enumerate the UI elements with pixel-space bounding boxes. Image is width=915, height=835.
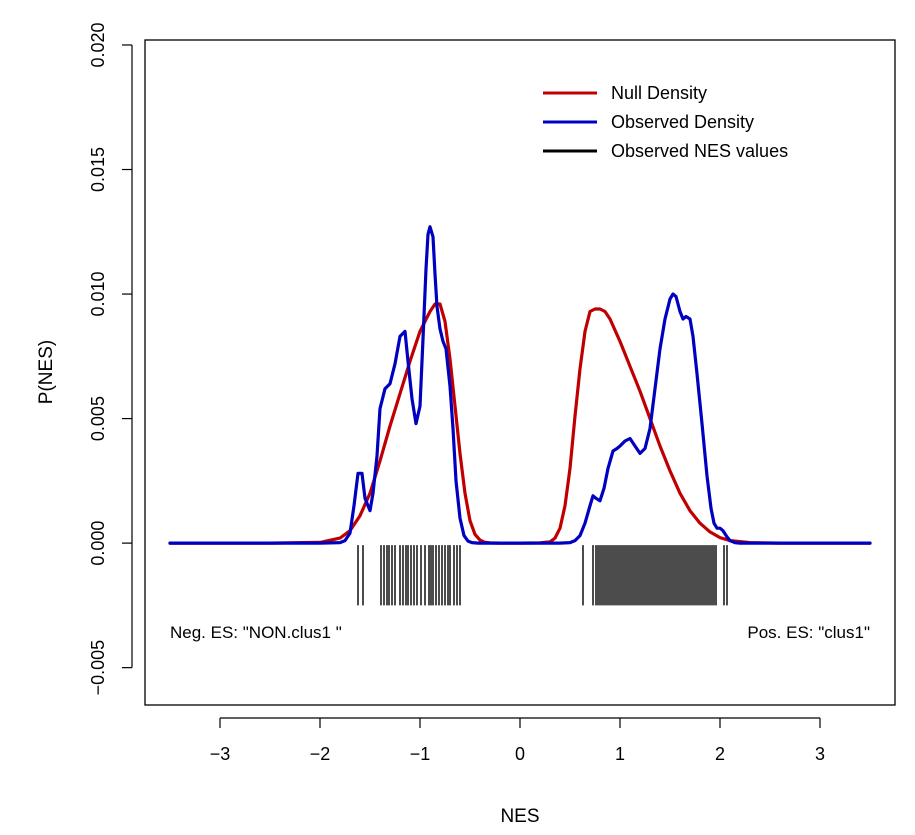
x-tick-label: 3	[815, 744, 825, 764]
plot-area-frame	[144, 39, 896, 706]
pos-es-annotation: Pos. ES: "clus1"	[747, 623, 870, 642]
y-tick-label: 0.020	[88, 22, 108, 67]
series-null-density	[168, 302, 872, 545]
y-tick-label: 0.015	[88, 147, 108, 192]
x-tick-label: −3	[210, 744, 231, 764]
y-tick-label: 0.010	[88, 272, 108, 317]
y-tick-label: 0.005	[88, 396, 108, 441]
x-axis-title: NES	[500, 806, 539, 827]
rug-layer	[357, 545, 728, 606]
x-tick-label: −2	[310, 744, 331, 764]
series-layer	[168, 225, 872, 545]
series-observed-density	[168, 225, 872, 545]
x-tick-label: 1	[615, 744, 625, 764]
neg-es-annotation: Neg. ES: "NON.clus1 "	[170, 623, 342, 642]
x-axis: −3 −2 −1 0 1 2 3	[210, 717, 825, 764]
y-tick-label: −0.005	[88, 640, 108, 696]
y-axis: −0.005 0.000 0.005 0.010 0.015 0.020	[88, 22, 133, 696]
y-tick-label: 0.000	[88, 521, 108, 566]
legend-label-observed-density: Observed Density	[611, 112, 754, 132]
y-axis-title: P(NES)	[36, 340, 57, 404]
legend-label-observed-nes-values: Observed NES values	[611, 141, 788, 161]
x-tick-label: 0	[515, 744, 525, 764]
x-tick-label: −1	[410, 744, 431, 764]
legend-label-null-density: Null Density	[611, 83, 707, 103]
legend: Null Density Observed Density Observed N…	[543, 83, 788, 161]
x-tick-label: 2	[715, 744, 725, 764]
